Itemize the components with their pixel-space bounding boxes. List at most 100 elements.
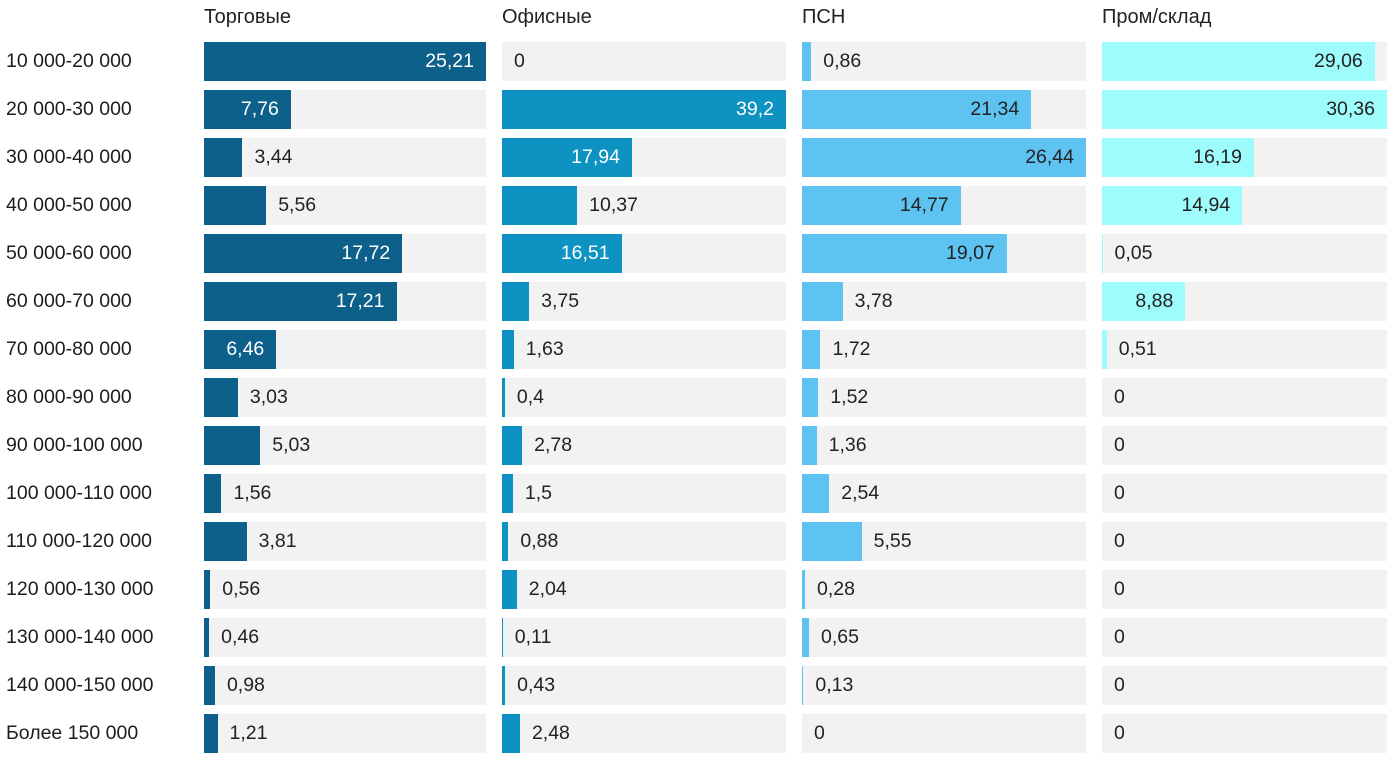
- bar-value-label: 1,21: [229, 722, 268, 744]
- bar: [502, 474, 513, 513]
- category-label: 100 000-110 000: [6, 482, 153, 504]
- category-label: 90 000-100 000: [6, 434, 143, 456]
- bar-value-label: 0,28: [817, 578, 855, 600]
- bar-track: 3,75: [502, 282, 786, 321]
- bar: [204, 42, 486, 81]
- bar-track: 3,78: [802, 282, 1086, 321]
- bar-value-label: 0,51: [1118, 338, 1157, 360]
- category-label: 30 000-40 000: [6, 146, 132, 168]
- bar: [502, 618, 503, 657]
- bar-value-label: 1,36: [828, 434, 867, 456]
- bar-value-label: 0: [1114, 578, 1125, 600]
- bar: [802, 330, 821, 369]
- bar-value-label: 17,21: [335, 290, 385, 312]
- bar-value-label: 25,21: [425, 50, 474, 72]
- category-label: 20 000-30 000: [6, 98, 132, 120]
- bar: [1102, 282, 1186, 321]
- bar: [502, 138, 632, 177]
- bar-value-label: 0: [514, 50, 525, 72]
- bar: [204, 90, 291, 129]
- bar-track: 1,5: [502, 474, 786, 513]
- category-label: 120 000-130 000: [6, 578, 154, 600]
- bar-track: 2,54: [802, 474, 1086, 513]
- bar-value-label: 0,88: [520, 530, 559, 552]
- bar: [802, 522, 862, 561]
- bar-track: 0,05: [1102, 234, 1387, 273]
- bar: [204, 570, 211, 609]
- bar-value-label: 0,05: [1114, 242, 1153, 264]
- bar-value-label: 1,5: [524, 482, 552, 504]
- bar-value-label: 0,46: [221, 626, 260, 648]
- bar-track: 29,06: [1102, 42, 1387, 81]
- bar-value-label: 16,19: [1193, 146, 1242, 168]
- bar-value-label: 14,94: [1181, 194, 1231, 216]
- bar: [204, 282, 397, 321]
- bar: [502, 570, 517, 609]
- category-label: Более 150 000: [6, 722, 139, 744]
- bar-value-label: 0: [1114, 722, 1125, 744]
- bar-track: 3,03: [204, 378, 486, 417]
- bar-track: 0,51: [1102, 330, 1387, 369]
- bar: [502, 666, 506, 705]
- bar-track: 7,76: [204, 90, 486, 129]
- bar-track: 0: [1102, 522, 1387, 561]
- bar-value-label: 2,04: [528, 578, 567, 600]
- bar-value-label: 0,13: [815, 674, 854, 696]
- bar-value-label: 14,77: [899, 194, 949, 216]
- column-header-3: ПСН: [802, 6, 846, 28]
- bar: [502, 426, 523, 465]
- bar: [802, 378, 819, 417]
- bar-value-label: 21,34: [970, 98, 1020, 120]
- bar-track: 2,78: [502, 426, 786, 465]
- bar-value-label: 0,56: [222, 578, 261, 600]
- bar-value-label: 10,37: [589, 194, 638, 216]
- bar: [1102, 90, 1387, 129]
- bar-value-label: 0: [1114, 386, 1125, 408]
- bar-value-label: 16,51: [560, 242, 610, 264]
- bar-value-label: 5,56: [278, 194, 317, 216]
- bar: [204, 618, 210, 657]
- bar-value-label: 1,63: [525, 338, 564, 360]
- bar-value-label: 3,44: [254, 146, 293, 168]
- bar-track: 0,11: [502, 618, 786, 657]
- bar-value-label: 17,72: [341, 242, 391, 264]
- bar-track: 0,13: [802, 666, 1086, 705]
- bar-value-label: 0,43: [517, 674, 556, 696]
- bar-value-label: 1,72: [832, 338, 871, 360]
- bar-track: 3,44: [204, 138, 486, 177]
- bar: [802, 426, 817, 465]
- bar: [802, 186, 961, 225]
- bar-track: 30,36: [1102, 90, 1387, 129]
- bar-track: 1,72: [802, 330, 1086, 369]
- bar: [802, 234, 1007, 273]
- bar: [204, 378, 238, 417]
- bar-track: 1,63: [502, 330, 786, 369]
- bar-track: 6,46: [204, 330, 486, 369]
- bar: [204, 714, 218, 753]
- bar-track: 0,28: [802, 570, 1086, 609]
- bar-value-label: 5,03: [272, 434, 311, 456]
- bar-track: 0,4: [502, 378, 786, 417]
- bar: [802, 474, 830, 513]
- bar-track: 1,52: [802, 378, 1086, 417]
- bar-track: 39,2: [502, 90, 786, 129]
- bar-track: 5,56: [204, 186, 486, 225]
- bar-track: 14,77: [802, 186, 1086, 225]
- bar-track: 0: [1102, 666, 1387, 705]
- bar-value-label: 2,78: [534, 434, 573, 456]
- category-label: 70 000-80 000: [6, 338, 132, 360]
- bar-value-label: 0,98: [226, 674, 265, 696]
- bar-value-label: 0: [1114, 530, 1125, 552]
- bar-track: 0,65: [802, 618, 1086, 657]
- bar: [502, 522, 509, 561]
- bar-track: 17,94: [502, 138, 786, 177]
- bar: [802, 666, 804, 705]
- bar-track: 0,88: [502, 522, 786, 561]
- bar-value-label: 8,88: [1135, 290, 1174, 312]
- category-label: 10 000-20 000: [6, 50, 132, 72]
- bar: [802, 138, 1086, 177]
- bar-value-label: 2,54: [841, 482, 880, 504]
- bar-track: 10,37: [502, 186, 786, 225]
- bar-track: 5,55: [802, 522, 1086, 561]
